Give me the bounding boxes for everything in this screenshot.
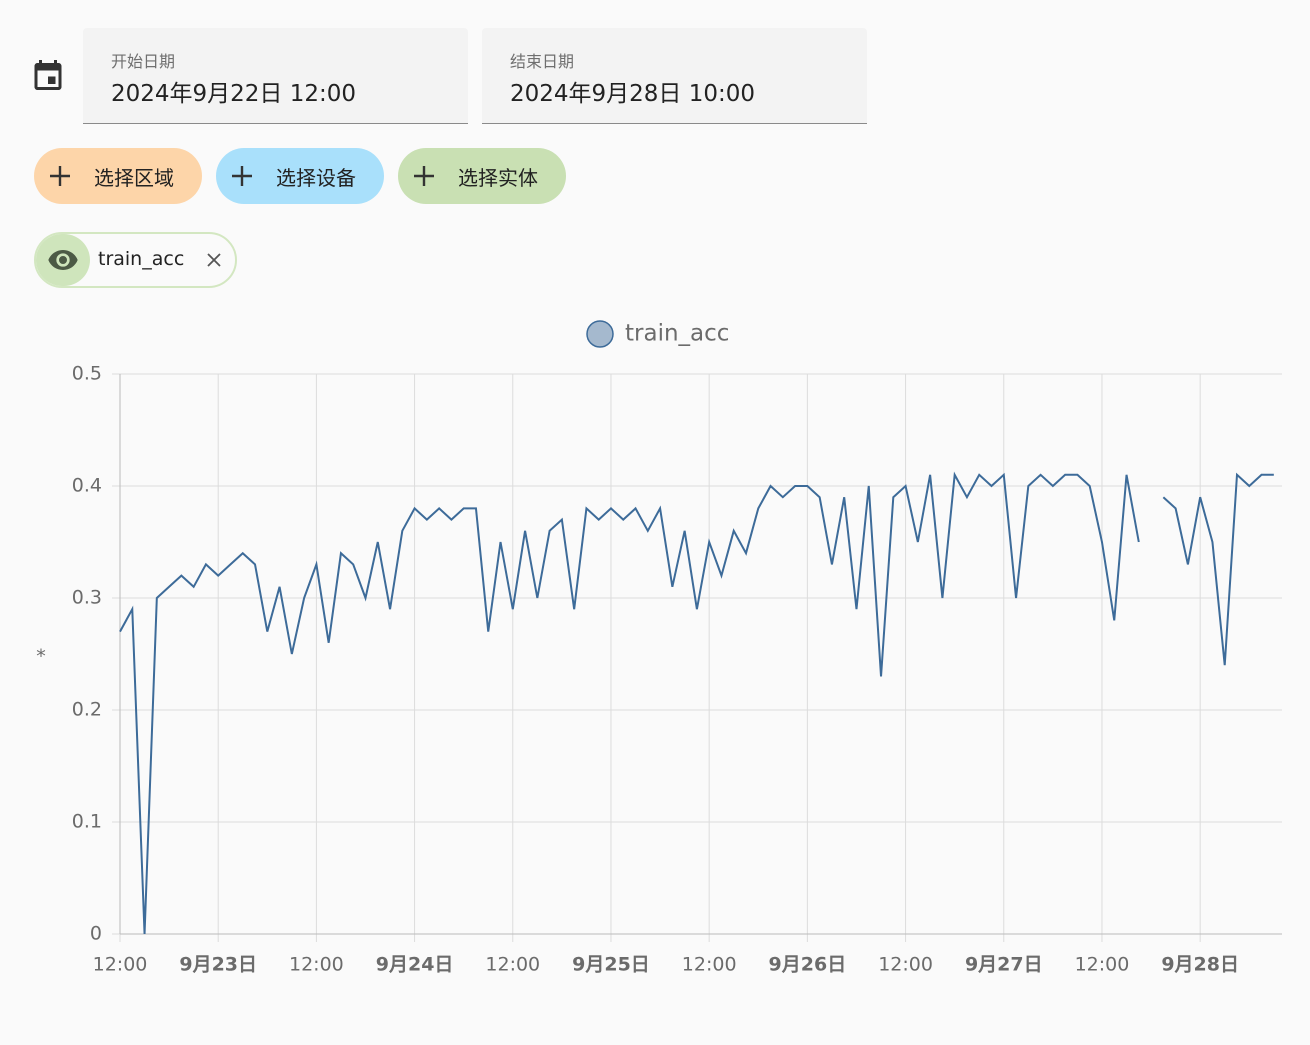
button-label: 选择设备 (276, 166, 356, 190)
y-axis-label: * (36, 646, 46, 668)
legend-label[interactable]: train_acc (625, 321, 729, 347)
remove-icon[interactable] (206, 252, 222, 268)
x-tick-label: 12:00 (485, 954, 540, 976)
chip-label: train_acc (98, 248, 185, 270)
x-tick-label: 12:00 (682, 954, 737, 976)
pick-area-button[interactable]: 选择区域 (34, 148, 202, 204)
x-tick-label: 12:00 (878, 954, 933, 976)
eye-icon (48, 250, 78, 270)
x-tick-label: 12:00 (1075, 954, 1130, 976)
data-line (119, 471, 1274, 935)
legend-swatch[interactable] (586, 320, 614, 348)
x-tick-label: 12:00 (289, 954, 344, 976)
y-tick-label: 0 (90, 923, 102, 945)
end-label: 结束日期 (510, 52, 575, 71)
y-tick-label: 0.4 (72, 475, 102, 497)
y-tick-label: 0.5 (72, 363, 102, 385)
x-tick-label: 9月27日 (965, 954, 1043, 976)
button-label: 选择实体 (458, 166, 538, 190)
calendar-icon[interactable] (30, 56, 66, 94)
y-tick-label: 0.1 (72, 811, 102, 833)
chip-icon[interactable] (36, 234, 90, 286)
start-value: 2024年9月22日 12:00 (111, 81, 357, 107)
x-tick-label: 9月25日 (572, 954, 650, 976)
x-tick-label: 9月24日 (376, 954, 454, 976)
x-tick-label: 9月23日 (179, 954, 257, 976)
plus-icon (232, 166, 252, 186)
button-label: 选择区域 (94, 166, 174, 190)
x-tick-label: 12:00 (93, 954, 148, 976)
pick-device-button[interactable]: 选择设备 (216, 148, 384, 204)
chart: * 0 0.1 0.2 0.3 0.4 0.5 12:00 9月23日 12:00 9月24日 12… (36, 320, 1282, 976)
plus-icon (50, 166, 70, 186)
end-value: 2024年9月28日 10:00 (510, 81, 756, 107)
start-label: 开始日期 (111, 52, 176, 71)
end-date[interactable]: 结束日期 2024年9月28日 10:00 (482, 28, 867, 124)
entity-chip: train_acc (34, 232, 237, 288)
pick-entity-button[interactable]: 选择实体 (398, 148, 566, 204)
plus-icon (414, 166, 434, 186)
x-tick-label: 9月28日 (1161, 954, 1239, 976)
start-date[interactable]: 开始日期 2024年9月22日 12:00 (83, 28, 468, 124)
y-tick-label: 0.2 (72, 699, 102, 721)
y-tick-label: 0.3 (72, 587, 102, 609)
x-tick-label: 9月26日 (769, 954, 847, 976)
